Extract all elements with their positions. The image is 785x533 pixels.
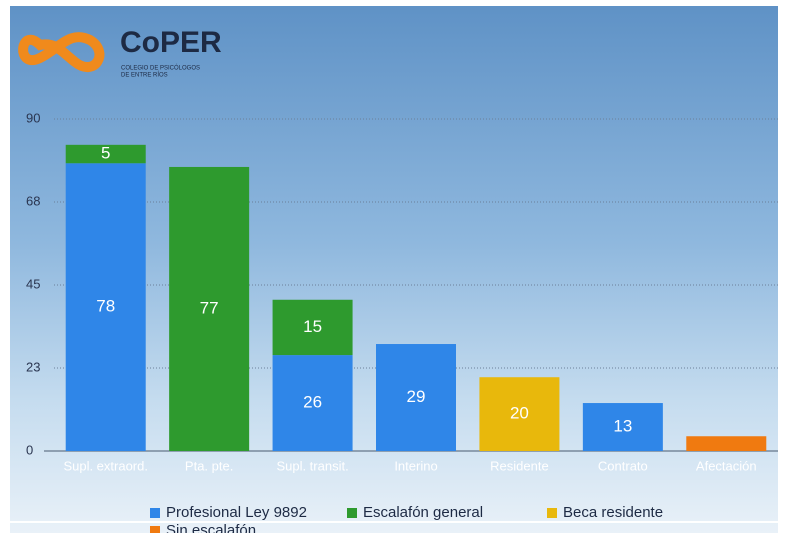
x-tick-label: Residente — [490, 458, 549, 473]
legend-swatch — [347, 508, 357, 518]
data-label: 78 — [96, 297, 115, 316]
data-label: 77 — [200, 298, 219, 317]
y-tick-label: 90 — [26, 110, 40, 125]
x-tick-label: Interino — [394, 458, 437, 473]
data-label: 5 — [101, 144, 110, 163]
y-tick-label: 23 — [26, 359, 40, 374]
logo-line: DE ENTRE RÍOS — [121, 72, 168, 79]
y-tick-label: 45 — [26, 276, 40, 291]
legend-swatch — [150, 526, 160, 533]
x-tick-label: Contrato — [598, 458, 648, 473]
x-tick-label: Supl. transit. — [276, 458, 348, 473]
y-tick-label: 0 — [26, 442, 33, 457]
chart: CoPER COLEGIO DE PSICÓLOGOS DE ENTRE RÍO… — [0, 0, 785, 533]
legend-label: Beca residente — [563, 504, 663, 521]
legend-swatch — [150, 508, 160, 518]
logo-name: CoPER — [120, 26, 222, 59]
data-label: 15 — [303, 317, 322, 336]
x-tick-label: Afectación — [696, 458, 757, 473]
data-label: 29 — [407, 387, 426, 406]
legend-swatch — [547, 508, 557, 518]
data-label: 13 — [613, 417, 632, 436]
logo-line: COLEGIO DE PSICÓLOGOS — [121, 65, 200, 72]
x-tick-label: Pta. pte. — [185, 458, 233, 473]
data-label: 20 — [510, 404, 529, 423]
legend-label: Sin escalafón — [166, 522, 256, 533]
legend-label: Profesional Ley 9892 — [166, 504, 307, 521]
legend-label: Escalafón general — [363, 504, 483, 521]
data-label: 26 — [303, 393, 322, 412]
y-tick-label: 68 — [26, 193, 40, 208]
x-tick-label: Supl. extraord. — [63, 458, 148, 473]
bar-segment — [686, 436, 766, 451]
